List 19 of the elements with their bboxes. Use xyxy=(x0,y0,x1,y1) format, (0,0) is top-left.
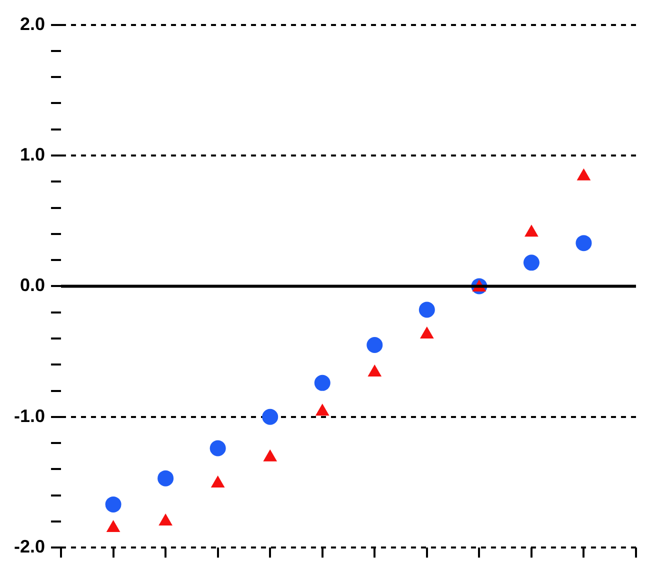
point xyxy=(418,302,435,318)
point xyxy=(314,374,330,391)
point xyxy=(210,440,226,456)
point xyxy=(420,326,434,339)
point xyxy=(158,513,172,526)
point xyxy=(262,408,278,425)
point xyxy=(315,404,330,416)
point xyxy=(523,254,540,271)
y-tick-label: 2.0 xyxy=(20,14,46,34)
y-tick-label: -1.0 xyxy=(14,406,46,426)
point xyxy=(263,449,278,462)
point xyxy=(106,520,120,532)
point xyxy=(576,235,592,252)
point xyxy=(210,476,225,488)
y-tick-label: 0.0 xyxy=(20,275,46,296)
y-tick-label: -2.0 xyxy=(14,536,46,557)
point xyxy=(368,364,382,376)
point xyxy=(366,337,383,354)
y-tick-label: 1.0 xyxy=(20,144,46,164)
